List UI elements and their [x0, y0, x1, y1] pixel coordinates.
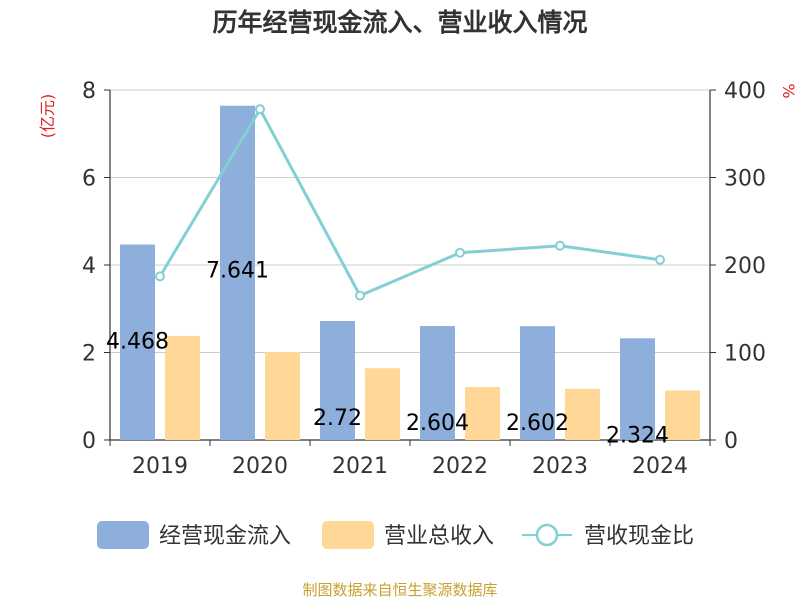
left-axis-tick-label: 2	[82, 342, 96, 367]
ratio-point	[655, 254, 665, 265]
x-axis-tick-label: 2021	[332, 454, 388, 479]
right-axis-tick-label: 400	[724, 79, 766, 104]
bar-cash-inflow	[620, 338, 655, 440]
legend-label: 营收现金比	[584, 524, 694, 549]
ratio-line-path	[158, 106, 661, 298]
bar-cash-inflow	[220, 105, 255, 441]
bar-total-revenue	[465, 387, 500, 440]
ratio-point	[155, 271, 165, 282]
legend-swatch-total-revenue	[322, 521, 374, 549]
left-axis-tick-label: 6	[82, 167, 96, 192]
bar-value-label: 2.324	[606, 423, 669, 448]
data-labels: 4.468 7.641 2.72 2.604 2.602 2.324	[106, 259, 669, 449]
source-note: 制图数据来自恒生聚源数据库	[302, 581, 497, 599]
bar-value-label: 4.468	[106, 330, 169, 355]
axes: 0 2 4 6 8 0 100 200 300 400 2019 2020 2021 2022 2023 20…	[82, 79, 766, 479]
left-axis-tick-label: 0	[82, 429, 96, 454]
bar-total-revenue	[665, 390, 700, 440]
bar-cash-inflow	[520, 326, 555, 440]
x-axis-tick-label: 2020	[232, 454, 288, 479]
bar-total-revenue	[165, 335, 200, 440]
bar-value-label: 2.604	[406, 411, 469, 436]
ratio-point	[255, 104, 265, 115]
ratio-point	[455, 247, 465, 258]
chart-title: 历年经营现金流入、营业收入情况	[212, 8, 587, 37]
bar-cash-inflow	[120, 244, 155, 440]
bar-total-revenue	[365, 368, 400, 440]
bar-total-revenue	[565, 388, 600, 440]
x-axis-tick-label: 2019	[132, 454, 188, 479]
legend-label: 营业总收入	[384, 524, 494, 549]
bar-value-label: 2.72	[313, 406, 362, 431]
bar-value-label: 7.641	[206, 259, 269, 284]
legend-swatch-ratio-marker	[535, 523, 559, 547]
x-axis-tick-label: 2022	[432, 454, 488, 479]
bar-cash-inflow	[320, 321, 355, 440]
bars	[120, 105, 700, 441]
right-axis-tick-label: 200	[724, 254, 766, 279]
right-axis-tick-label: 0	[724, 429, 738, 454]
right-axis-unit: %	[779, 83, 798, 98]
legend: 经营现金流入 营业总收入 营收现金比	[97, 521, 694, 549]
bar-cash-inflow	[420, 326, 455, 440]
right-axis-tick-label: 300	[724, 167, 766, 192]
left-axis-tick-label: 4	[82, 254, 96, 279]
x-axis-tick-label: 2023	[532, 454, 588, 479]
ratio-point	[555, 240, 565, 251]
gridlines	[110, 89, 710, 353]
legend-label: 经营现金流入	[159, 524, 291, 549]
left-axis-unit: (亿元)	[38, 94, 57, 139]
x-axis-tick-label: 2024	[632, 454, 688, 479]
left-axis-tick-label: 8	[82, 79, 96, 104]
ratio-point	[355, 290, 365, 301]
bar-value-label: 2.602	[506, 411, 569, 436]
bar-total-revenue	[265, 352, 300, 440]
ratio-line	[155, 104, 665, 301]
legend-swatch-cash-inflow	[97, 521, 149, 549]
right-axis-tick-label: 100	[724, 342, 766, 367]
